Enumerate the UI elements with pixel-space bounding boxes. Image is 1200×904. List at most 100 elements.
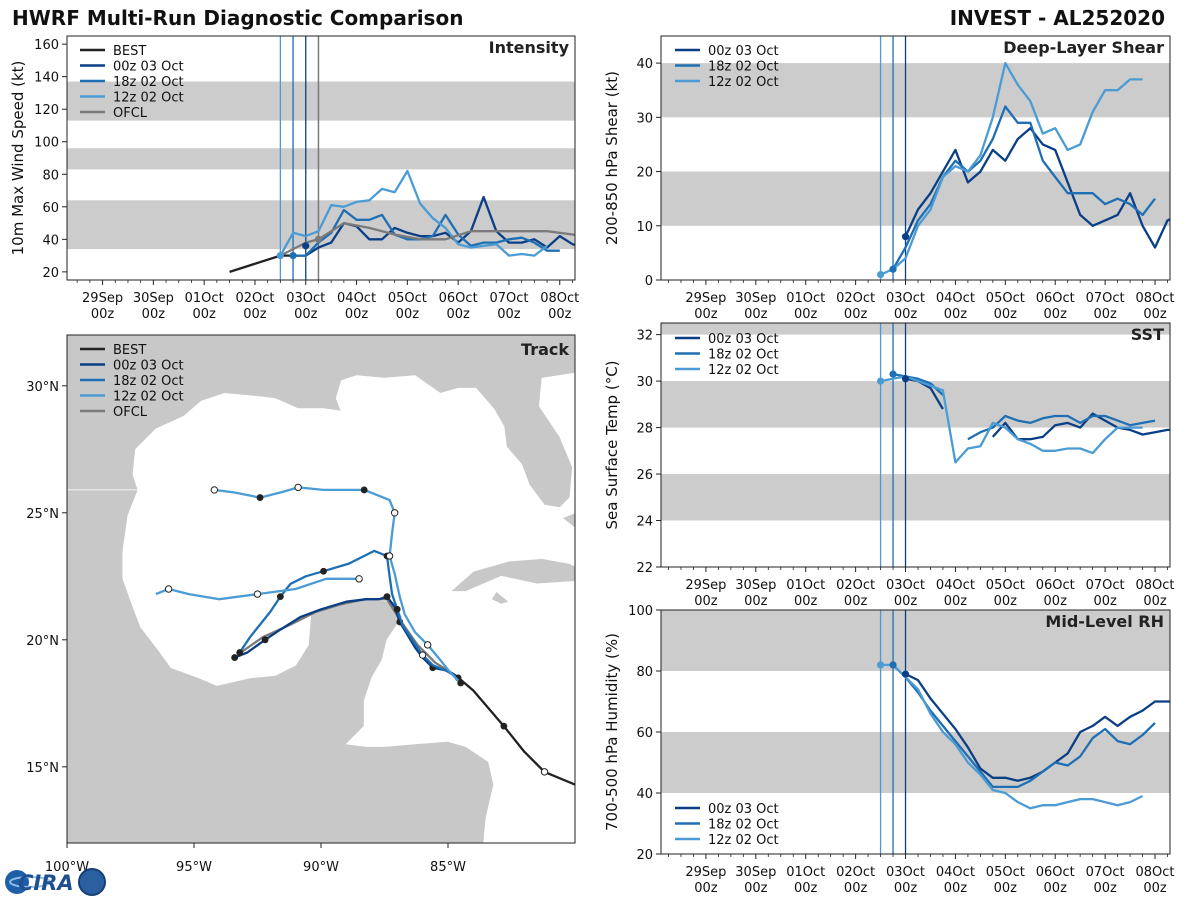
track-ytick-label: 30°N [26, 380, 59, 395]
shear-xtick-date: 05Oct [986, 291, 1025, 306]
shear-xtick-hour: 00z [1044, 307, 1068, 322]
logo-text: CIRA [18, 871, 74, 895]
intensity-xtick-date: 08Oct [540, 291, 579, 306]
rh-xtick-hour: 00z [744, 881, 768, 896]
intensity-xtick-date: 05Oct [388, 291, 427, 306]
shear-xtick-hour: 00z [794, 307, 818, 322]
rh-ylabel: 700-500 hPa Humidity (%) [603, 633, 621, 831]
rh-title: Mid-Level RH [1045, 612, 1164, 631]
rh-xtick-hour: 00z [1093, 881, 1117, 896]
track-position-marker [361, 487, 368, 494]
rh-legend-label: 12z 02 Oct [708, 833, 779, 848]
track-position-marker-open [541, 769, 547, 775]
shear-legend-label: 00z 03 Oct [708, 44, 779, 59]
sst-xtick-date: 02Oct [836, 578, 875, 593]
rh-xtick-date: 30Sep [735, 865, 776, 880]
shear-xtick-date: 02Oct [836, 291, 875, 306]
intensity-xtick-hour: 00z [192, 307, 216, 322]
figure-title: HWRF Multi-Run Diagnostic Comparison [12, 6, 463, 30]
rh-xtick-hour: 00z [944, 881, 968, 896]
sst-ytick-label: 22 [636, 561, 653, 576]
logo-seal-icon [79, 869, 105, 895]
intensity-ytick-label: 140 [34, 71, 59, 86]
shear-xtick-date: 08Oct [1136, 291, 1175, 306]
sst-band-0 [661, 474, 1170, 520]
shear-title: Deep-Layer Shear [1003, 38, 1164, 57]
rh-legend-label: 18z 02 Oct [708, 818, 779, 833]
sst-xtick-date: 03Oct [886, 578, 925, 593]
track-ytick-label: 15°N [26, 761, 59, 776]
track-legend-label: 12z 02 Oct [113, 390, 184, 405]
shear-xtick-hour: 00z [1093, 307, 1117, 322]
shear-xtick-date: 30Sep [735, 291, 776, 306]
sst-ytick-label: 26 [636, 468, 653, 483]
sst-xtick-date: 04Oct [936, 578, 975, 593]
intensity-xtick-hour: 00z [446, 307, 470, 322]
sst-legend-label: 12z 02 Oct [708, 363, 779, 378]
sst-xtick-date: 30Sep [735, 578, 776, 593]
rh-panel: 2040608010029Sep00z30Sep00z01Oct00z02Oct… [603, 604, 1180, 896]
rh-xtick-hour: 00z [1143, 881, 1167, 896]
track-ytick-label: 20°N [26, 634, 59, 649]
intensity-init-marker-2 [302, 242, 309, 249]
track-title: Track [521, 340, 569, 359]
rh-xtick-date: 08Oct [1136, 865, 1175, 880]
track-position-marker [277, 593, 284, 600]
intensity-xtick-hour: 00z [396, 307, 420, 322]
intensity-legend-label: 00z 03 Oct [113, 60, 184, 75]
sst-init-marker-1 [889, 371, 896, 378]
sst-legend-label: 00z 03 Oct [708, 332, 779, 347]
sst-xtick-hour: 00z [994, 594, 1018, 609]
track-position-marker [457, 680, 464, 687]
sst-ytick-label: 30 [636, 375, 653, 390]
rh-xtick-date: 03Oct [886, 865, 925, 880]
track-position-marker-open [165, 586, 171, 592]
shear-xtick-hour: 00z [944, 307, 968, 322]
track-legend-label: BEST [113, 343, 146, 358]
track-xtick-label: 85°W [430, 860, 466, 875]
sst-ytick-label: 28 [636, 422, 653, 437]
shear-xtick-hour: 00z [744, 307, 768, 322]
intensity-xtick-hour: 00z [142, 307, 166, 322]
shear-xtick-hour: 00z [844, 307, 868, 322]
diagnostic-page: HWRF Multi-Run Diagnostic Comparison INV… [0, 0, 1200, 900]
track-position-marker [231, 654, 238, 661]
sst-xtick-hour: 00z [1143, 594, 1167, 609]
track-position-marker-open [386, 553, 392, 559]
sst-xtick-hour: 00z [794, 594, 818, 609]
sst-xtick-date: 05Oct [986, 578, 1025, 593]
sst-xtick-hour: 00z [844, 594, 868, 609]
shear-panel: 01020304029Sep00z30Sep00z01Oct00z02Oct00… [603, 36, 1180, 322]
intensity-ytick-label: 20 [42, 266, 59, 281]
intensity-init-marker-1 [289, 252, 296, 259]
intensity-xtick-date: 03Oct [286, 291, 325, 306]
sst-xtick-date: 08Oct [1136, 578, 1175, 593]
intensity-xtick-hour: 00z [548, 307, 572, 322]
shear-xtick-date: 01Oct [786, 291, 825, 306]
intensity-xtick-hour: 00z [243, 307, 267, 322]
rh-xtick-date: 04Oct [936, 865, 975, 880]
shear-ytick-label: 40 [636, 57, 653, 72]
track-position-marker-open [356, 576, 362, 582]
rh-xtick-date: 01Oct [786, 865, 825, 880]
track-xtick-label: 90°W [303, 860, 339, 875]
track-position-marker-open [211, 487, 217, 493]
rh-xtick-hour: 00z [1044, 881, 1068, 896]
rh-init-marker-2 [902, 670, 909, 677]
sst-init-marker-0 [877, 377, 884, 384]
figure-canvas: HWRF Multi-Run Diagnostic Comparison INV… [0, 0, 1200, 900]
track-position-marker [262, 636, 269, 643]
shear-init-marker-0 [877, 271, 884, 278]
intensity-band-1 [67, 148, 575, 169]
track-position-marker [236, 649, 243, 656]
sst-panel: 22242628303229Sep00z30Sep00z01Oct00z02Oc… [603, 323, 1180, 609]
intensity-ytick-label: 160 [34, 38, 59, 53]
intensity-xtick-date: 04Oct [337, 291, 376, 306]
track-legend-label: 00z 03 Oct [113, 359, 184, 374]
intensity-init-marker-3 [315, 236, 322, 243]
rh-xtick-date: 05Oct [986, 865, 1025, 880]
shear-ytick-label: 0 [645, 274, 653, 289]
track-position-marker-open [419, 652, 425, 658]
track-position-marker-open [254, 591, 260, 597]
rh-xtick-hour: 00z [844, 881, 868, 896]
